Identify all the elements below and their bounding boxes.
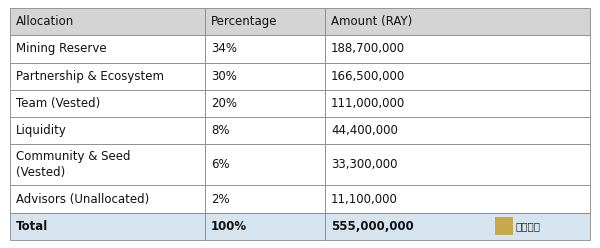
- Bar: [205, 62, 325, 90]
- Text: 100%: 100%: [211, 220, 247, 233]
- Text: Amount (RAY): Amount (RAY): [331, 15, 412, 28]
- Text: 33,300,000: 33,300,000: [331, 158, 398, 171]
- Text: 6%: 6%: [211, 158, 230, 171]
- Bar: [10, 145, 205, 186]
- Bar: [205, 117, 325, 145]
- Text: 555,000,000: 555,000,000: [331, 220, 414, 233]
- Bar: [325, 186, 590, 213]
- Bar: [10, 62, 205, 90]
- Bar: [325, 62, 590, 90]
- Text: Liquidity: Liquidity: [16, 124, 67, 137]
- Bar: [205, 145, 325, 186]
- Bar: [325, 213, 590, 240]
- Bar: [205, 8, 325, 35]
- Bar: [10, 8, 205, 35]
- Text: 188,700,000: 188,700,000: [331, 42, 405, 56]
- Text: 8%: 8%: [211, 124, 229, 137]
- Bar: [10, 117, 205, 145]
- Text: 30%: 30%: [211, 70, 237, 83]
- Text: 44,400,000: 44,400,000: [331, 124, 398, 137]
- Bar: [10, 35, 205, 62]
- Text: 166,500,000: 166,500,000: [331, 70, 405, 83]
- Text: 金色财经: 金色财经: [516, 221, 541, 231]
- Bar: [325, 117, 590, 145]
- Bar: [325, 35, 590, 62]
- Text: Mining Reserve: Mining Reserve: [16, 42, 107, 56]
- Text: 20%: 20%: [211, 97, 237, 110]
- Bar: [325, 90, 590, 117]
- Text: 2%: 2%: [211, 192, 230, 206]
- Bar: [205, 35, 325, 62]
- Text: Allocation: Allocation: [16, 15, 74, 28]
- Bar: [10, 213, 205, 240]
- Text: Advisors (Unallocated): Advisors (Unallocated): [16, 192, 149, 206]
- Text: 111,000,000: 111,000,000: [331, 97, 405, 110]
- Bar: [205, 213, 325, 240]
- Text: Partnership & Ecosystem: Partnership & Ecosystem: [16, 70, 164, 83]
- Bar: [10, 90, 205, 117]
- Bar: [325, 145, 590, 186]
- Text: Team (Vested): Team (Vested): [16, 97, 100, 110]
- Text: Total: Total: [16, 220, 48, 233]
- Bar: [205, 90, 325, 117]
- Text: 34%: 34%: [211, 42, 237, 56]
- Text: Percentage: Percentage: [211, 15, 277, 28]
- Bar: [10, 186, 205, 213]
- Text: 11,100,000: 11,100,000: [331, 192, 398, 206]
- Bar: [495, 217, 513, 235]
- Bar: [325, 8, 590, 35]
- Text: Community & Seed
(Vested): Community & Seed (Vested): [16, 151, 131, 180]
- Bar: [205, 186, 325, 213]
